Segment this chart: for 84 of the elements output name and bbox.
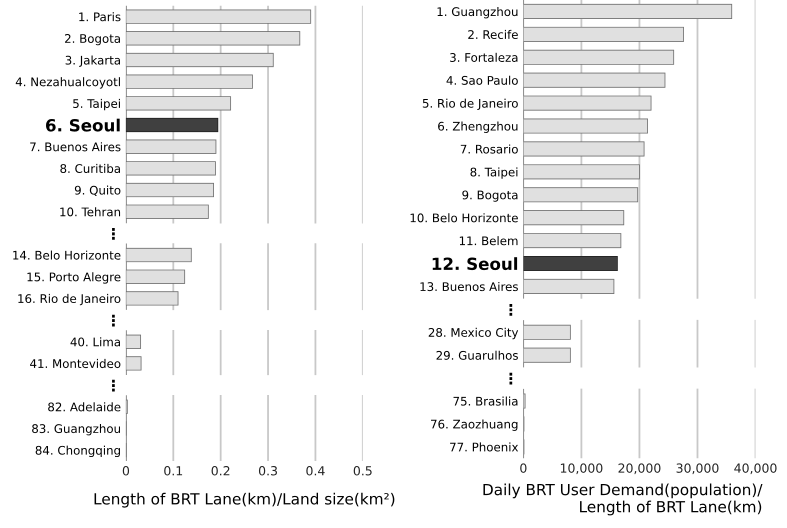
x-tick-label: 20,000 [618,463,660,474]
bar [523,50,674,65]
y-tick-label: 5. Rio de Janeiro [422,98,518,110]
bar [523,348,571,363]
x-tick-label: 0 [520,463,526,473]
y-tick-label: 82. Adelaide [48,402,120,412]
y-tick-label: 41. Montevideo [30,358,120,368]
y-tick-label: 4. Sao Paulo [446,76,518,85]
y-tick-label: 84. Chongqing [36,446,120,458]
y-tick-label: 3. Jakarta [66,56,120,67]
bar [126,52,274,68]
bar [126,74,253,89]
bar [126,248,192,262]
y-tick-label: ⋮ [112,380,115,392]
x-tick-label: 30,000 [676,463,719,474]
y-tick-label: 7. Buenos Aires [30,142,120,152]
y-tick-label: 28. Mexico City [428,328,518,340]
y-tick-label: ⋮ [112,314,115,326]
y-tick-label: 12. Seoul [432,257,518,270]
bar [523,164,640,180]
y-tick-label: 4. Nezahualcoyotl [16,77,120,89]
y-tick-label: 10. Tehran [60,207,120,216]
y-tick-label: 75. Brasilia [454,396,518,406]
x-tick-label: 40,000 [734,463,777,474]
y-tick-label: 76. Zaozhuang [431,419,518,431]
y-tick-label: 9. Quito [74,186,120,196]
bar [126,291,178,306]
x-tick-label: 0.1 [164,466,182,476]
bar [126,31,300,46]
x-axis-title: Length of BRT Lane(km)/Land size(km²) [94,492,394,508]
bar [126,140,216,154]
y-tick-label: 14. Belo Horizonte [13,250,120,260]
x-tick-label: 10,000 [560,463,602,474]
bar [523,4,732,19]
y-tick-label: 6. Seoul [46,118,120,132]
bar [523,256,618,272]
y-tick-label: 3. Fortaleza [450,52,518,62]
bar [523,187,638,202]
y-tick-label: 40. Lima [70,337,120,346]
bar [126,118,218,132]
y-tick-label: 15. Porto Alegre [27,272,120,284]
x-tick-label: 0 [122,466,130,476]
bar [523,72,666,88]
bar [126,356,142,371]
bar [126,204,209,219]
x-tick-label: 0.5 [354,466,372,476]
y-tick-label: 5. Taipei [73,98,120,110]
y-tick-label: 16. Rio de Janeiro [18,294,120,306]
y-tick-label: 8. Taipei [470,167,518,179]
bar [126,10,312,24]
bar [126,182,214,198]
bar [523,210,624,226]
x-tick-label: 0.3 [258,466,277,476]
bar [126,161,216,176]
y-tick-label: 13. Buenos Aires [420,282,518,292]
x-tick-label: 0.2 [212,466,230,476]
bar [523,96,652,111]
bar [523,26,684,42]
y-tick-label: 8. Curitiba [60,164,120,174]
x-tick-label: 0.4 [306,466,325,476]
x-axis-title: Daily BRT User Demand(population)/ Length of BRT Lane(km) [483,484,762,516]
y-tick-label: ⋮ [112,228,115,240]
y-tick-label: 2. Bogota [65,34,120,46]
y-tick-label: 1. Paris [79,12,120,22]
bar [523,141,644,156]
y-tick-label: 83. Guangzhou [32,424,120,436]
bar [126,96,232,110]
y-tick-label: 2. Recife [468,30,518,40]
y-tick-label: 10. Belo Horizonte [410,213,518,222]
y-tick-label: 77. Phoenix [450,442,518,452]
y-tick-label: 9. Bogota [462,190,518,202]
bar [523,118,648,134]
bar [523,278,614,294]
bar [523,233,622,248]
bar [523,324,571,340]
y-tick-label: 11. Belem [460,236,518,246]
y-tick-label: 1. Guangzhou [438,6,518,18]
y-tick-label: 6. Zhengzhou [438,122,518,133]
y-tick-label: ⋮ [510,372,512,384]
bar [126,270,186,284]
bar [126,334,142,349]
y-tick-label: 29. Guarulhos [436,350,518,360]
y-tick-label: 7. Rosario [460,144,518,154]
y-tick-label: ⋮ [510,304,512,316]
